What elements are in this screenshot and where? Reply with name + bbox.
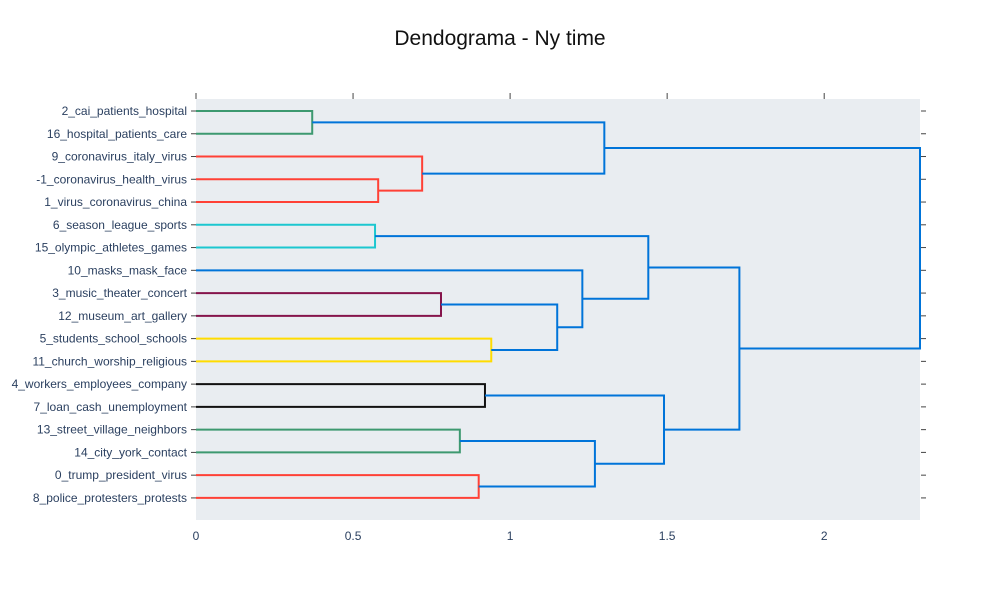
leaf-label: 10_masks_mask_face bbox=[68, 263, 188, 277]
x-tick-label: 1 bbox=[507, 529, 514, 543]
x-tick-label: 2 bbox=[821, 529, 828, 543]
x-axis: 0 0.5 1 1.5 2 bbox=[193, 93, 828, 543]
x-tick-label: 0.5 bbox=[345, 529, 362, 543]
leaf-label: 6_season_league_sports bbox=[53, 218, 187, 232]
leaf-label: 9_coronavirus_italy_virus bbox=[52, 150, 187, 164]
leaf-label: 2_cai_patients_hospital bbox=[62, 104, 187, 118]
leaf-label: 16_hospital_patients_care bbox=[47, 127, 187, 141]
chart-title: Dendograma - Ny time bbox=[394, 27, 605, 50]
leaf-label: 0_trump_president_virus bbox=[55, 468, 187, 482]
leaf-label: 11_church_worship_religious bbox=[32, 354, 187, 368]
leaf-label: 7_loan_cash_unemployment bbox=[34, 400, 188, 414]
right-axis-ticks bbox=[921, 110, 926, 499]
x-tick-label: 0 bbox=[193, 529, 200, 543]
leaf-label: 3_music_theater_concert bbox=[52, 286, 187, 300]
leaf-label: 13_street_village_neighbors bbox=[37, 423, 187, 437]
leaf-label: 15_olympic_athletes_games bbox=[35, 241, 187, 255]
leaf-label: 4_workers_employees_company bbox=[12, 377, 187, 391]
leaf-label: 14_city_york_contact bbox=[74, 445, 187, 459]
link-Q bbox=[604, 146, 921, 350]
x-tick-label: 1.5 bbox=[659, 529, 676, 543]
leaf-label: 5_students_school_schools bbox=[40, 332, 187, 346]
leaf-label: 12_museum_art_gallery bbox=[58, 309, 187, 323]
leaf-label: 8_police_protesters_protests bbox=[33, 491, 187, 505]
y-axis: 2_cai_patients_hospital 16_hospital_patie… bbox=[12, 104, 196, 505]
dendrogram-links bbox=[196, 110, 921, 499]
leaf-label: -1_coronavirus_health_virus bbox=[36, 172, 187, 186]
leaf-label: 1_virus_coronavirus_china bbox=[44, 195, 187, 209]
